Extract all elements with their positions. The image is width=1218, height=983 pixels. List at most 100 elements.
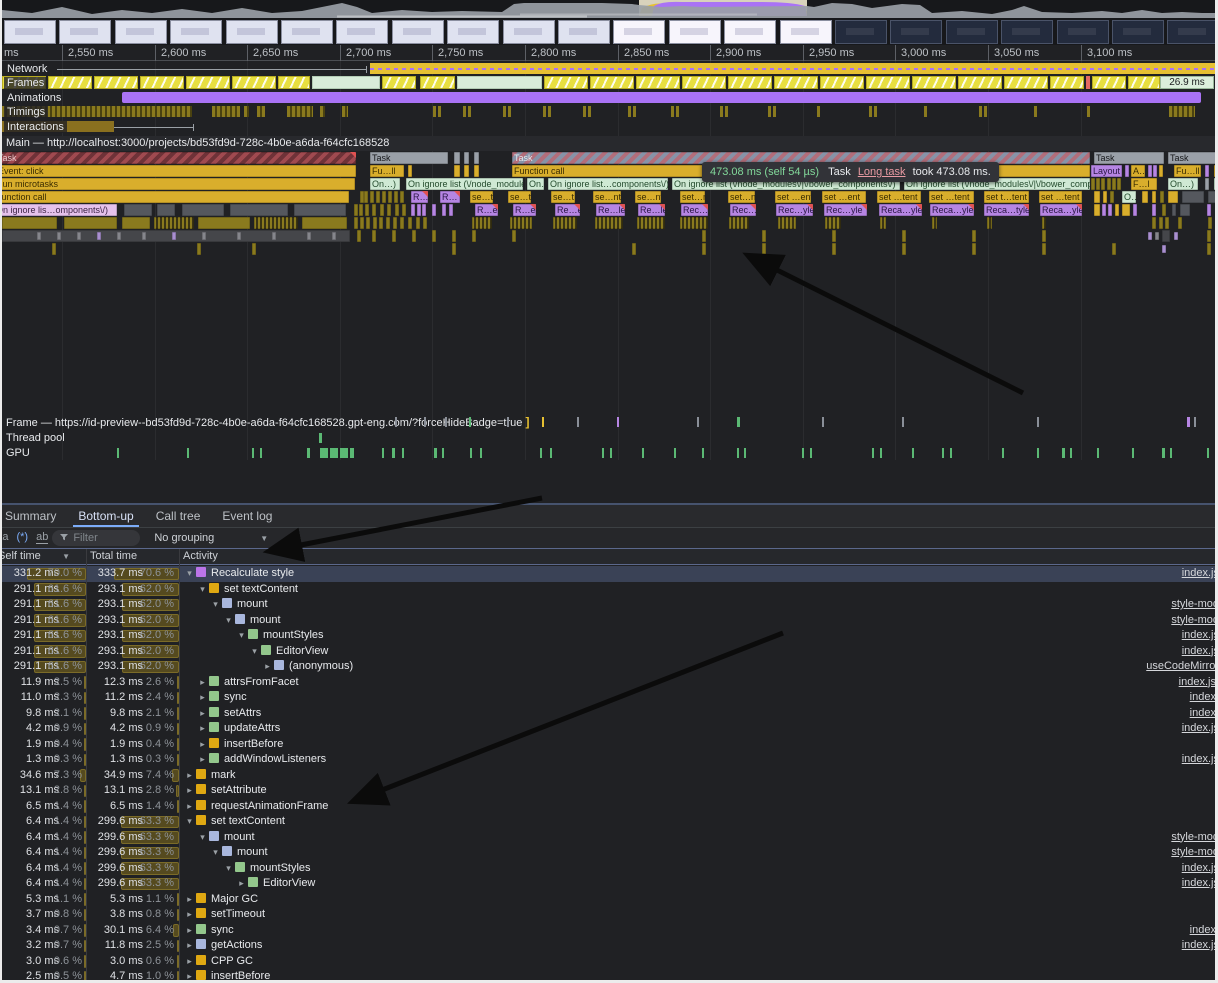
track-animations[interactable]: Animations <box>2 91 1215 104</box>
grouping-caret-icon[interactable]: ▼ <box>260 534 269 543</box>
flame-bar[interactable]: se…t <box>508 191 531 203</box>
flame-bar[interactable] <box>382 191 386 203</box>
flame-bar[interactable] <box>680 217 708 229</box>
source-link[interactable]: index.js <box>1181 939 1215 951</box>
source-link[interactable]: useCodeMirror <box>1146 660 1215 672</box>
flame-bar[interactable]: A… <box>1131 165 1145 177</box>
flame-bar[interactable]: Task <box>370 152 448 164</box>
flame-bar[interactable] <box>172 232 176 240</box>
flame-bar[interactable] <box>357 230 361 242</box>
flame-bar[interactable] <box>2 230 350 242</box>
flame-bar[interactable] <box>393 217 397 229</box>
screenshot-thumbnail[interactable] <box>336 20 388 44</box>
tab-bottom-up[interactable]: Bottom-up <box>67 505 144 527</box>
screenshot-thumbnail[interactable] <box>1057 20 1109 44</box>
flame-bar[interactable] <box>1122 204 1130 216</box>
flame-bar[interactable] <box>1205 178 1209 190</box>
source-link[interactable]: index.js <box>1181 877 1215 889</box>
flame-bar[interactable] <box>124 204 152 216</box>
flame-bar[interactable] <box>64 217 117 229</box>
flame-bar[interactable]: Fu…ll <box>370 165 404 177</box>
screenshot-thumbnail[interactable] <box>447 20 499 44</box>
flame-bar[interactable] <box>52 243 56 255</box>
flame-bar[interactable] <box>392 230 396 242</box>
flame-bar[interactable]: Rec…yle <box>824 204 867 216</box>
flame-bar[interactable] <box>388 191 392 203</box>
flame-bar[interactable] <box>77 232 81 240</box>
track-interactions[interactable]: Interactions <box>2 120 1215 134</box>
source-link[interactable]: style-mod <box>1171 830 1215 843</box>
flame-bar[interactable] <box>1096 178 1100 190</box>
table-row[interactable]: 3.4 ms0.7 %30.1 ms6.4 %▸syncindex. <box>2 923 1215 939</box>
flame-bar[interactable] <box>1162 245 1166 253</box>
flame-bar[interactable] <box>423 217 427 229</box>
expand-caret-icon[interactable]: ▸ <box>200 676 205 687</box>
collapse-caret-icon[interactable]: ▾ <box>213 847 218 857</box>
flame-bar[interactable]: set …ent <box>775 191 811 203</box>
flame-bar[interactable] <box>365 204 369 216</box>
flame-bar[interactable]: Task <box>1094 152 1164 164</box>
flame-bar[interactable] <box>408 165 412 177</box>
flame-bar[interactable] <box>416 217 420 229</box>
table-row[interactable]: 9.8 ms2.1 %9.8 ms2.1 %▸setAttrsindex. <box>2 706 1215 722</box>
collapse-caret-icon[interactable]: ▾ <box>226 614 231 625</box>
flame-bar[interactable] <box>182 204 224 216</box>
expand-caret-icon[interactable]: ▸ <box>187 940 192 950</box>
flame-bar[interactable] <box>1091 178 1095 190</box>
flame-bar[interactable] <box>417 204 421 216</box>
flame-bar[interactable] <box>1152 204 1156 216</box>
flame-bar[interactable] <box>408 217 412 229</box>
flame-bar[interactable] <box>1162 230 1170 242</box>
tab-event-log[interactable]: Event log <box>222 509 273 523</box>
table-row[interactable]: 6.5 ms 1.4 % 6.5 ms 1.4 % ▸ requestAnimationF… <box>2 799 1215 815</box>
expand-caret-icon[interactable]: ▸ <box>200 754 205 764</box>
flame-bar[interactable] <box>366 217 370 229</box>
flame-bar[interactable] <box>454 165 460 177</box>
flame-bar[interactable] <box>510 217 532 229</box>
flame-bar[interactable] <box>902 230 906 242</box>
flame-bar[interactable] <box>1042 243 1046 255</box>
flame-bar[interactable]: set t…tent <box>984 191 1029 203</box>
column-divider[interactable] <box>179 549 180 980</box>
flame-bar[interactable]: set…nt <box>728 191 755 203</box>
screenshot-thumbnail[interactable] <box>170 20 222 44</box>
flame-bar[interactable] <box>422 204 426 216</box>
source-link[interactable]: style-mod <box>1171 598 1215 610</box>
flame-bar[interactable] <box>1125 165 1129 177</box>
flame-bar[interactable] <box>1207 230 1211 242</box>
flame-bar[interactable] <box>987 217 992 229</box>
track-frames[interactable]: 26.9 ms Frames <box>2 76 1215 90</box>
screenshot-thumbnail[interactable] <box>226 20 278 44</box>
flame-bar[interactable] <box>411 204 415 216</box>
screenshot-thumbnail[interactable] <box>392 20 444 44</box>
flame-bar[interactable] <box>972 230 976 242</box>
flame-bar[interactable] <box>1159 165 1163 177</box>
flame-bar[interactable]: Reca…tyle <box>984 204 1029 216</box>
table-row[interactable]: 2.5 ms 0.5 % 4.7 ms 1.0 % ▸ insertBefore <box>2 969 1215 980</box>
flame-bar[interactable] <box>432 230 436 242</box>
flame-bar[interactable]: R…e <box>475 204 498 216</box>
flame-bar[interactable] <box>386 217 390 229</box>
table-row[interactable]: 6.4 ms 1.4 % 299.6 ms 63.3 % ▸ EditorView inde… <box>2 876 1215 892</box>
flame-bar[interactable]: On ignore list (\/node_modules\/|\/bower… <box>406 178 523 190</box>
screenshot-thumbnail[interactable] <box>613 20 665 44</box>
source-link[interactable]: index.js <box>1181 629 1215 641</box>
flame-bar[interactable] <box>880 217 886 229</box>
screenshot-thumbnail[interactable] <box>115 20 167 44</box>
flame-bar[interactable] <box>442 204 446 216</box>
flame-bar[interactable] <box>1214 165 1215 177</box>
screenshot-thumbnail[interactable] <box>281 20 333 44</box>
collapse-caret-icon[interactable]: ▾ <box>252 645 257 656</box>
screenshot-thumbnail[interactable] <box>780 20 832 44</box>
screenshot-thumbnail[interactable] <box>1001 20 1053 44</box>
flame-bar[interactable] <box>702 230 706 242</box>
flame-bar[interactable] <box>387 204 391 216</box>
flame-bar[interactable] <box>57 232 61 240</box>
tab-summary[interactable]: Summary <box>5 509 57 523</box>
flame-bar[interactable]: Function call <box>2 191 349 203</box>
flame-bar[interactable]: se…nt <box>593 191 621 203</box>
screenshot-thumbnail[interactable] <box>835 20 887 44</box>
expand-caret-icon[interactable]: ▸ <box>187 893 192 904</box>
gpu-header[interactable]: GPU <box>2 446 1215 460</box>
column-activity[interactable]: Activity <box>183 550 218 562</box>
